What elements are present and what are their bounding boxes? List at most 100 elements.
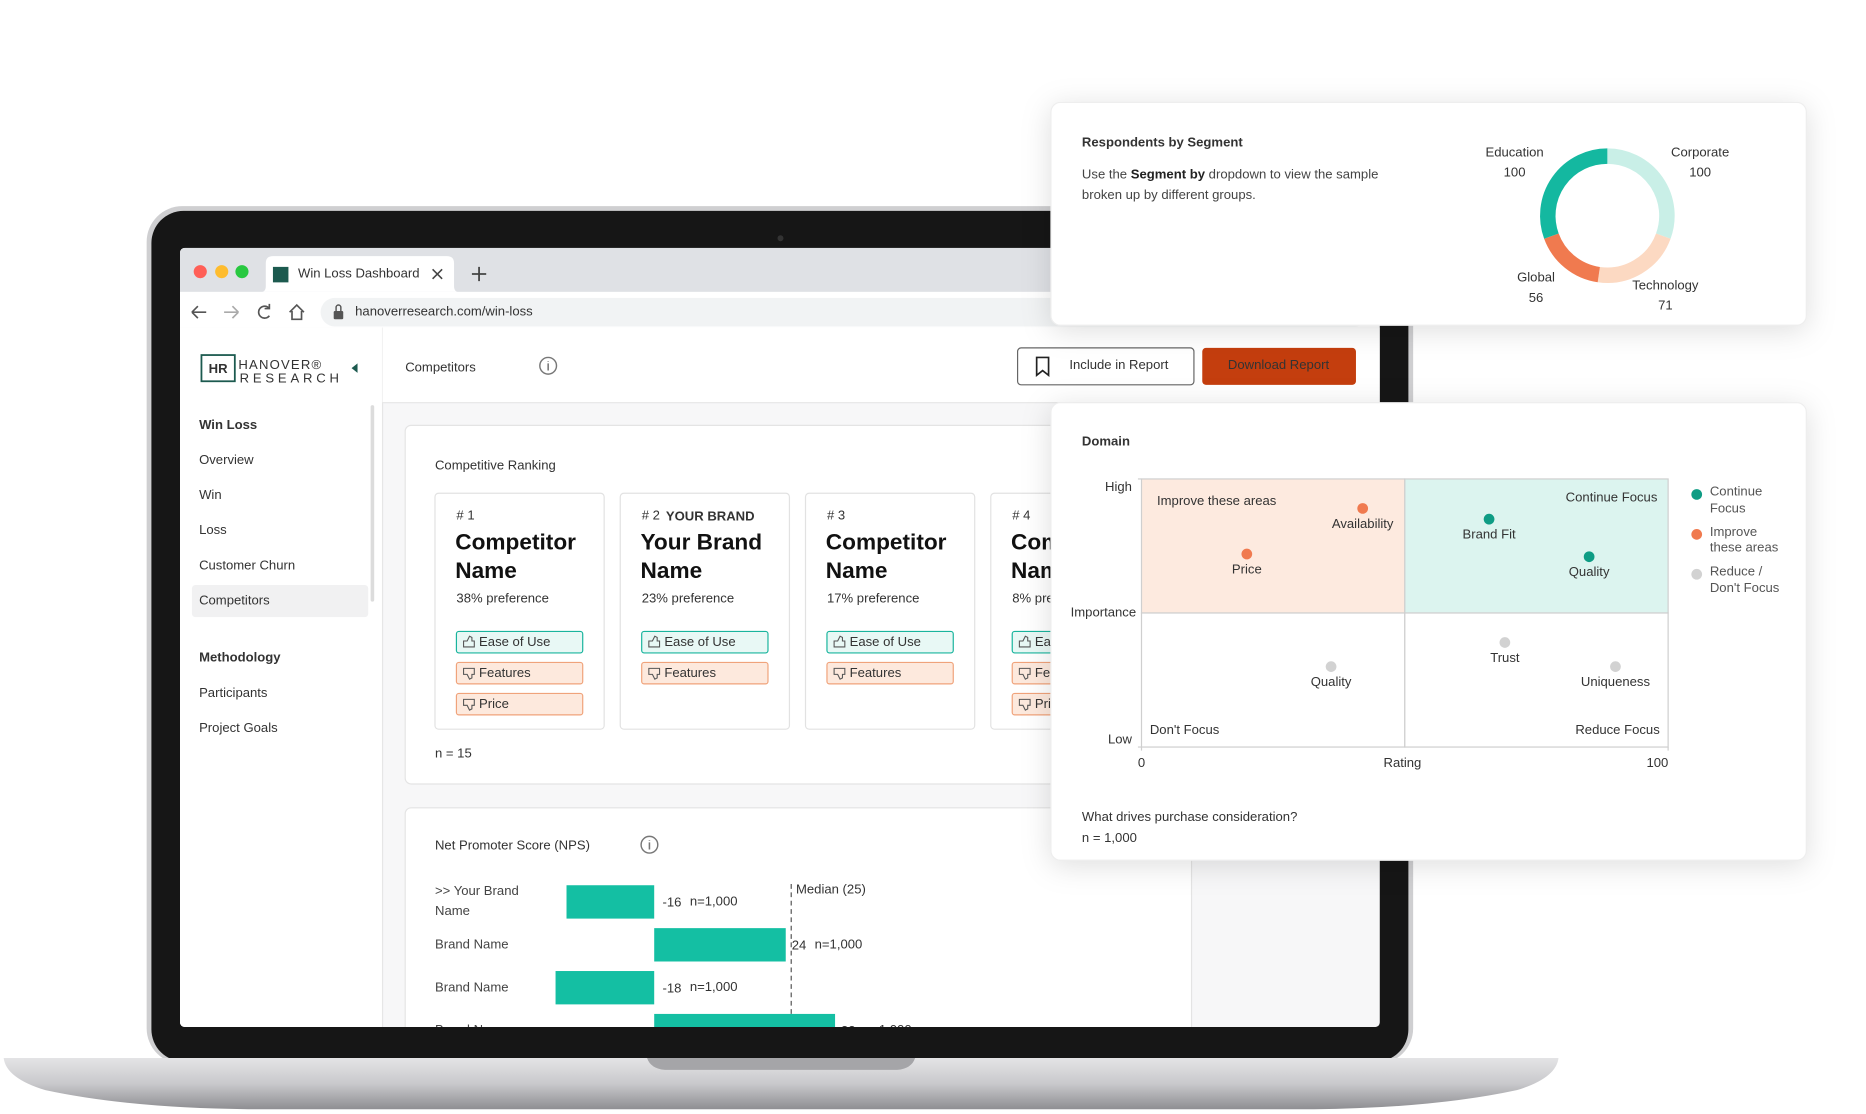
point-label: Brand Fit xyxy=(1463,527,1516,542)
competitor-name-box: Competitor Name xyxy=(455,530,576,584)
point xyxy=(1499,637,1511,648)
quadrant-label: Reduce Focus xyxy=(1575,722,1660,737)
tab-close[interactable] xyxy=(432,268,443,280)
point-label: Trust xyxy=(1490,650,1520,665)
reload-button[interactable] xyxy=(257,303,271,319)
description-part: Use the xyxy=(1081,167,1131,183)
quadrant xyxy=(1404,612,1669,748)
competitor-name: Competitor Name xyxy=(455,530,576,584)
info-icon[interactable] xyxy=(539,356,558,375)
favicon xyxy=(272,266,289,283)
nav-item[interactable]: Competitors xyxy=(199,593,270,608)
back-button[interactable] xyxy=(191,305,207,319)
point xyxy=(1357,503,1369,514)
value-label: -18 xyxy=(663,980,682,995)
tag-label: Price xyxy=(479,696,509,711)
competitor-name-box: Your Brand Name xyxy=(641,530,763,584)
quadrant xyxy=(1140,612,1406,748)
tag-icon xyxy=(648,635,661,648)
sample-note: n = 15 xyxy=(435,746,472,761)
value-label: 33 xyxy=(841,1023,856,1038)
n-label: n=1,000 xyxy=(815,936,863,951)
sample-note: n = 1,000 xyxy=(1082,830,1137,845)
donut-segment xyxy=(1607,148,1675,239)
tag-icon xyxy=(1018,635,1031,648)
segment-value: 100 xyxy=(1504,165,1526,180)
x-tick-label: 100 xyxy=(1646,755,1668,770)
nav-item[interactable]: Overview xyxy=(199,452,254,467)
include-button[interactable] xyxy=(1016,347,1195,386)
info-icon[interactable] xyxy=(640,835,659,854)
tag-label: Ease of Use xyxy=(664,634,735,649)
domain-panel: Domain Improve these areas Continue Focus D… xyxy=(1050,402,1807,861)
row-label-box: Brand Name xyxy=(435,980,509,994)
nav-item[interactable]: Participants xyxy=(199,685,268,700)
tag xyxy=(826,630,954,654)
legend-label: Improve these areas xyxy=(1709,524,1779,556)
legend-swatch xyxy=(1691,489,1703,500)
window-zoom[interactable] xyxy=(235,265,249,279)
tab-title[interactable]: Win Loss Dashboard xyxy=(298,265,420,280)
bookmark-icon xyxy=(1035,356,1050,378)
panel-description: Use the Segment by dropdown to view the … xyxy=(1082,166,1410,207)
new-tab[interactable] xyxy=(471,266,487,282)
tag-label: Ease of Use xyxy=(850,634,921,649)
tag-icon xyxy=(1018,667,1031,680)
point xyxy=(1583,551,1595,563)
description-part: Segment by xyxy=(1130,167,1206,183)
legend-label-box: Continue Focus xyxy=(1710,485,1762,515)
n-label: n=1,000 xyxy=(864,1022,912,1037)
x-tick-label: 0 xyxy=(1138,755,1145,770)
rank: # 1 xyxy=(456,507,474,522)
preference: 17% preference xyxy=(827,591,919,606)
logo-sub: RESEARCH xyxy=(240,370,343,385)
row-label: Brand Name xyxy=(435,1010,536,1027)
nav-item[interactable]: Customer Churn xyxy=(199,557,295,572)
tab[interactable] xyxy=(261,256,459,292)
segment-label: Education xyxy=(1485,144,1543,159)
logo: HANOVER® xyxy=(238,357,322,372)
legend-label-box: Reduce / Don't Focus xyxy=(1709,564,1780,596)
home-button[interactable] xyxy=(289,303,305,321)
legend-label: Reduce / Don't Focus xyxy=(1709,564,1780,596)
button-label[interactable]: Include in Report xyxy=(1069,357,1168,372)
value-label: 24 xyxy=(792,937,807,952)
logo-mark: HR xyxy=(209,361,228,376)
tag-icon xyxy=(463,635,475,648)
rank: # 3 xyxy=(827,507,845,522)
rank: # 4 xyxy=(1012,507,1030,522)
forward-button[interactable] xyxy=(224,305,239,319)
value-label: -16 xyxy=(663,895,682,910)
segment-label: Global xyxy=(1517,270,1555,285)
nav-section-title: Win Loss xyxy=(199,417,257,432)
donut-segment xyxy=(1544,233,1601,283)
window-minimize[interactable] xyxy=(215,265,229,279)
row-label-box: >> Your Brand Name xyxy=(435,884,519,919)
panel-title: Respondents by Segment xyxy=(1082,134,1243,149)
active-nav-highlight xyxy=(191,584,369,618)
bar xyxy=(654,1013,836,1028)
camera xyxy=(777,235,784,242)
url-path: /win-loss xyxy=(482,304,533,319)
tag-label: Features xyxy=(664,665,716,680)
quadrant xyxy=(1404,478,1669,614)
legend-swatch xyxy=(1691,529,1703,540)
nav-item[interactable]: Loss xyxy=(199,522,227,537)
row-label: Brand Name xyxy=(434,937,509,952)
lock-icon xyxy=(333,310,344,320)
download-button[interactable] xyxy=(1202,347,1356,385)
nav-item[interactable]: Project Goals xyxy=(199,720,278,735)
competitor-name-box: Competitor Name xyxy=(826,530,947,584)
tag-icon xyxy=(1018,698,1031,711)
nav-item[interactable]: Win xyxy=(199,487,222,502)
row-label-box: Brand Name xyxy=(434,937,509,952)
collapse-sidebar[interactable] xyxy=(351,363,358,373)
window-close[interactable] xyxy=(193,265,207,279)
page-title: Competitors xyxy=(405,360,476,375)
section-title: Competitive Ranking xyxy=(435,457,556,472)
laptop-base xyxy=(3,1058,1559,1110)
donut-segment xyxy=(1597,233,1671,283)
legend-label-box: Improve these areas xyxy=(1709,524,1779,556)
button-label[interactable]: Download Report xyxy=(1228,357,1330,372)
